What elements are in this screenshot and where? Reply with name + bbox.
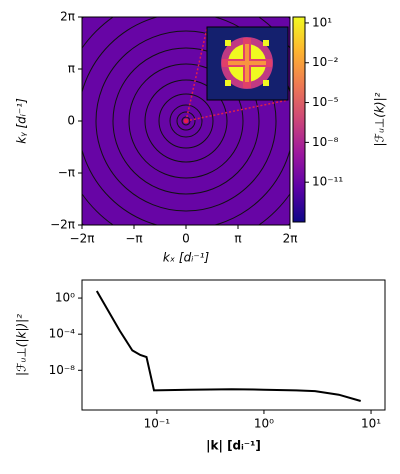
axes-layer: −2π −π 0 π 2π −2π −π 0 π 2π kₓ [dᵢ⁻¹] kᵧ [dᵢ⁻¹] 10¹ 1… [15, 10, 387, 453]
spectrum-line [95, 290, 361, 402]
colorbar [292, 16, 306, 223]
x-axis-label: |k| [dᵢ⁻¹] [206, 439, 261, 453]
center-marker [183, 118, 189, 124]
colorbar-tick-label: 10¹ [312, 15, 332, 29]
y-axis-label: |ℱᵤ⊥(|k|)|² [15, 314, 29, 376]
x-tick-label: 0 [182, 232, 190, 246]
x-tick-label: π [234, 232, 241, 246]
x-tick-label: 2π [283, 232, 298, 246]
y-tick-label: π [68, 62, 75, 76]
y-tick-label: −2π [50, 218, 75, 232]
y-tick-label: 10⁰ [55, 291, 75, 305]
y-tick-label: 0 [67, 114, 75, 128]
y-tick-label: 10⁻⁸ [49, 363, 76, 377]
inset [185, 26, 289, 122]
y-tick-label: 2π [60, 10, 75, 24]
colorbar-tick-label: 10⁻⁵ [312, 95, 339, 109]
colorbar-tick-label: 10⁻² [312, 55, 339, 69]
y-tick-label: −π [58, 166, 75, 180]
x-tick-label: −π [125, 232, 142, 246]
y-tick-label: 10⁻⁴ [49, 327, 76, 341]
x-tick-label: −2π [70, 232, 95, 246]
colorbar-label: |ℱᵤ⊥(k)|² [373, 92, 387, 146]
plot-frame [81, 279, 386, 411]
x-axis-label: kₓ [dᵢ⁻¹] [163, 251, 210, 265]
x-tick-label: 10⁰ [254, 417, 274, 431]
contours [82, 17, 290, 225]
x-tick-label: 10¹ [361, 417, 381, 431]
colorbar-tick-label: 10⁻¹¹ [312, 175, 343, 189]
y-axis-label: kᵧ [dᵢ⁻¹] [15, 98, 29, 144]
colorbar-tick-label: 10⁻⁸ [312, 135, 339, 149]
x-tick-label: 10⁻¹ [144, 417, 171, 431]
